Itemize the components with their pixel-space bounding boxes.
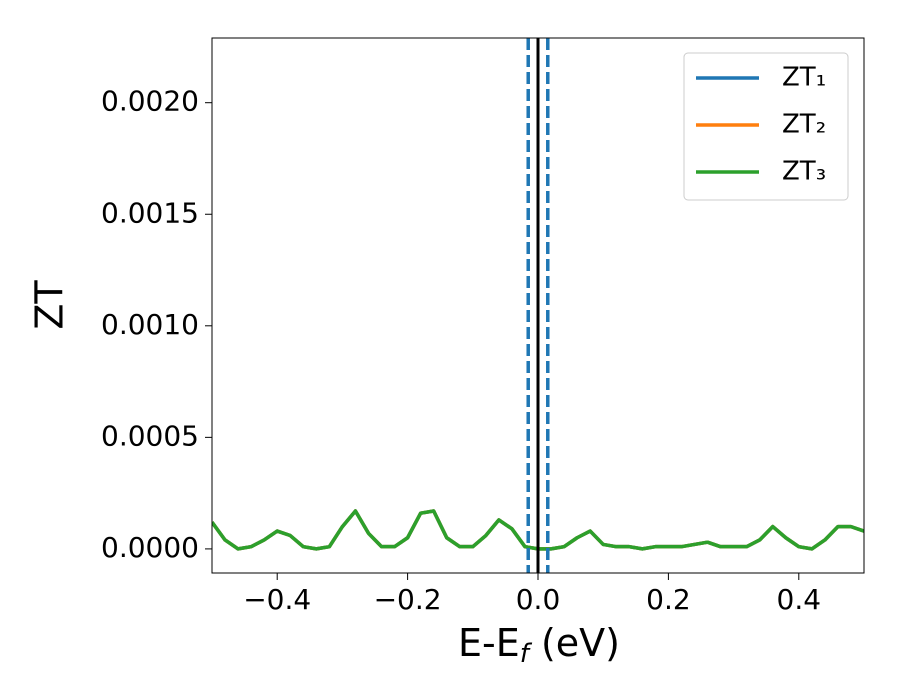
y-tick-label: 0.0015 [101,196,199,229]
plot-frame [211,37,865,574]
legend-label: ZT₁ [782,63,826,93]
y-tick-label: 0.0005 [101,419,199,452]
legend-label: ZT₂ [782,110,826,140]
y-tick-label: 0.0000 [101,531,199,564]
y-axis-label: ZT [28,280,72,330]
x-axis-label: E-Ef (eV) [458,621,620,669]
plot-area [212,38,864,573]
legend-label: ZT₃ [782,157,826,187]
x-tick-label: 0.4 [777,583,822,616]
y-tick-label: 0.0010 [101,308,199,341]
x-tick-label: −0.2 [374,583,442,616]
x-tick-label: −0.4 [243,583,311,616]
x-tick-label: 0.0 [516,583,561,616]
y-tick-label: 0.0020 [101,85,199,118]
x-tick-label: 0.2 [646,583,691,616]
legend-box [683,52,849,201]
legend: ZT₁ ZT₂ ZT₃ [683,52,849,201]
